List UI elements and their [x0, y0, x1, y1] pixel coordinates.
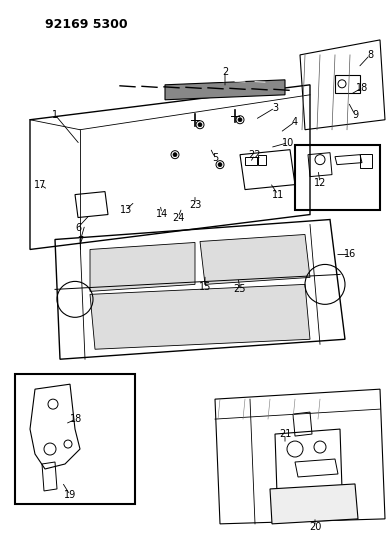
- Text: 18: 18: [70, 414, 82, 424]
- Text: 10: 10: [282, 138, 294, 148]
- Circle shape: [198, 123, 202, 127]
- Text: 14: 14: [156, 208, 168, 219]
- Polygon shape: [270, 484, 358, 524]
- Text: 4: 4: [292, 117, 298, 127]
- Bar: [258, 155, 266, 165]
- Text: 19: 19: [64, 490, 76, 500]
- Text: 15: 15: [199, 282, 211, 293]
- Text: 17: 17: [34, 180, 46, 190]
- Text: 18: 18: [356, 83, 368, 93]
- Polygon shape: [165, 80, 285, 100]
- Bar: [15, 374, 135, 504]
- Text: 3: 3: [272, 103, 278, 113]
- Text: 8: 8: [367, 50, 373, 60]
- Text: 24: 24: [172, 213, 184, 223]
- Bar: [245, 157, 257, 165]
- Text: 9: 9: [352, 110, 358, 120]
- Text: 16: 16: [344, 249, 356, 260]
- Text: 92169 5300: 92169 5300: [45, 18, 128, 31]
- Text: 23: 23: [189, 199, 201, 209]
- Circle shape: [173, 152, 177, 157]
- Bar: [295, 144, 380, 209]
- Text: 22: 22: [249, 150, 261, 160]
- Text: 7: 7: [77, 237, 83, 246]
- Bar: [335, 75, 360, 93]
- Text: 1: 1: [52, 110, 58, 120]
- Text: 6: 6: [75, 222, 81, 232]
- Text: 5: 5: [212, 152, 218, 163]
- Text: 11: 11: [272, 190, 284, 199]
- Polygon shape: [200, 235, 310, 285]
- Text: 25: 25: [234, 285, 246, 294]
- Polygon shape: [90, 285, 310, 349]
- Text: 2: 2: [222, 67, 228, 77]
- Polygon shape: [90, 243, 195, 292]
- Text: 21: 21: [279, 429, 291, 439]
- Circle shape: [218, 163, 222, 167]
- Text: 12: 12: [314, 177, 326, 188]
- Text: 20: 20: [309, 522, 321, 532]
- Text: 13: 13: [120, 205, 132, 215]
- Bar: [360, 154, 372, 168]
- Circle shape: [238, 118, 242, 122]
